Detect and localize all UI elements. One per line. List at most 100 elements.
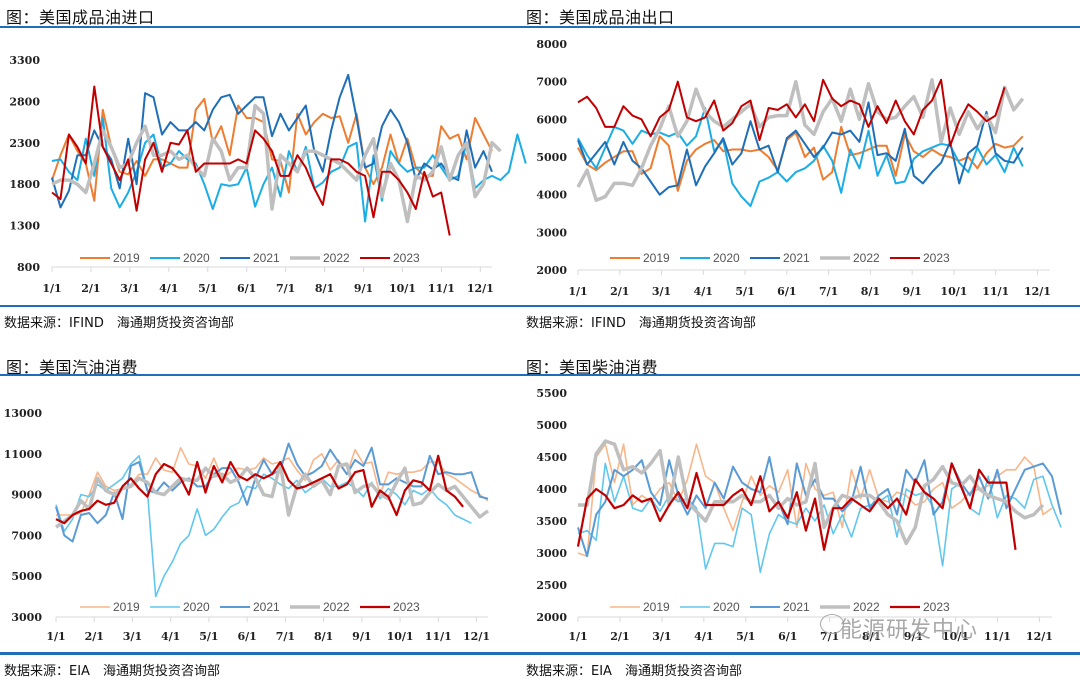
legend-label: 2019 (643, 251, 670, 265)
exports-chart: 2000 3000 4000 5000 6000 7000 8000 1/1 2/1 3/1 4/1… (536, 38, 1051, 298)
series-line-2022 (576, 78, 1025, 203)
y-tick-label: 9000 (11, 489, 42, 502)
x-tick-label: 2/1 (81, 282, 100, 295)
x-tick-label: 6/1 (237, 282, 256, 295)
x-tick-label: 4/1 (159, 282, 178, 295)
x-tick-label: 1/1 (42, 282, 61, 295)
y-tick-label: 3000 (11, 611, 42, 624)
imports-chart: 800 1300 1800 2300 2800 3300 1/1 2/1 3/1 4/1 5/1 6/… (9, 54, 527, 295)
series-line-2022 (54, 462, 490, 529)
y-tick-label: 1300 (9, 220, 40, 233)
x-tick-label: 9/1 (352, 630, 371, 643)
x-tick-label: 7/1 (276, 282, 295, 295)
y-tick-label: 4500 (536, 451, 567, 464)
x-tick-label: 6/1 (237, 630, 256, 643)
legend-label: 2021 (253, 251, 280, 265)
x-tick-label: 10/1 (387, 630, 414, 643)
wechat-icon (820, 614, 844, 634)
x-tick-label: 6/1 (777, 285, 796, 298)
series-line-2022 (578, 439, 1045, 546)
x-tick-label: 2/1 (610, 285, 629, 298)
x-tick-label: 9/1 (354, 282, 373, 295)
y-tick-label: 1800 (9, 178, 40, 191)
x-tick-label: 12/1 (1026, 630, 1053, 643)
legend-label: 2020 (183, 251, 210, 265)
series-line-2023 (577, 78, 1006, 147)
y-tick-label: 7000 (11, 529, 42, 542)
y-tick-label: 5000 (536, 151, 567, 164)
series-line-2020 (55, 455, 472, 598)
legend-label: 2023 (393, 251, 420, 265)
legend-label: 2021 (783, 600, 810, 614)
x-tick-label: 7/1 (819, 285, 838, 298)
x-tick-label: 10/1 (940, 285, 967, 298)
x-tick-label: 9/1 (902, 285, 921, 298)
legend-label: 2020 (183, 600, 210, 614)
y-tick-label: 4000 (536, 483, 567, 496)
y-tick-label: 2500 (536, 579, 567, 592)
legend-label: 2022 (323, 600, 350, 614)
x-tick-label: 10/1 (942, 630, 969, 643)
title-divider (0, 374, 540, 376)
y-tick-label: 4000 (536, 189, 567, 202)
y-tick-label: 13000 (4, 407, 43, 420)
x-tick-label: 12/1 (1024, 285, 1051, 298)
y-tick-label: 2000 (536, 264, 567, 277)
series-line-2020 (577, 462, 1062, 573)
x-tick-label: 12/1 (463, 630, 490, 643)
x-tick-label: 1/1 (46, 630, 65, 643)
legend-label: 2023 (393, 600, 420, 614)
x-tick-label: 11/1 (425, 630, 452, 643)
legend-label: 2019 (113, 251, 140, 265)
x-tick-label: 8/1 (862, 630, 881, 643)
watermark: 能源研发中心 (840, 618, 979, 643)
y-tick-label: 3000 (536, 226, 567, 239)
x-tick-label: 5/1 (735, 285, 754, 298)
y-tick-label: 800 (17, 261, 40, 274)
x-tick-label: 2/1 (610, 630, 629, 643)
x-tick-label: 12/1 (467, 282, 494, 295)
title-divider (540, 374, 1080, 376)
y-tick-label: 2300 (9, 137, 40, 150)
legend-label: 2022 (853, 600, 880, 614)
diesel-chart: 2000 2500 3000 3500 4000 4500 5000 5500 1/1 2/1 3/… (536, 387, 1063, 643)
series-line-2023 (576, 462, 1017, 551)
chart-panel-diesel: 图：美国柴油消费 2000 2500 3000 3500 4000 4500 5000 550… (526, 340, 1080, 680)
source-divider (0, 305, 540, 307)
y-tick-label: 5000 (11, 570, 42, 583)
title-divider (540, 26, 1080, 28)
series-line-2023 (55, 454, 464, 525)
chart-title: 图：美国成品油进口 (6, 8, 155, 27)
title-divider (0, 26, 540, 28)
x-tick-label: 4/1 (694, 630, 713, 643)
x-tick-label: 10/1 (389, 282, 416, 295)
legend-label: 2022 (853, 251, 880, 265)
x-tick-label: 8/1 (315, 282, 334, 295)
x-tick-label: 1/1 (568, 630, 587, 643)
gasoline-chart: 3000 5000 7000 9000 11000 13000 1/1 2/1 3/1 4/1 5/… (4, 407, 490, 643)
legend-label: 2020 (713, 600, 740, 614)
y-tick-label: 8000 (536, 38, 567, 51)
legend-label: 2019 (113, 600, 140, 614)
x-tick-label: 8/1 (314, 630, 333, 643)
legend-label: 2023 (923, 251, 950, 265)
series-line-2021 (577, 101, 1024, 196)
x-tick-label: 9/1 (904, 630, 923, 643)
data-source: 数据来源：EIA 海通期货投资咨询部 (4, 664, 220, 679)
y-tick-label: 7000 (536, 76, 567, 89)
x-tick-label: 11/1 (428, 282, 455, 295)
x-tick-label: 8/1 (861, 285, 880, 298)
legend-label: 2019 (643, 600, 670, 614)
source-divider (0, 652, 540, 655)
x-tick-label: 11/1 (984, 630, 1011, 643)
chart-title: 图：美国成品油出口 (526, 8, 675, 27)
chart-panel-imports: 图：美国成品油进口 800 1300 1800 2300 2800 3300 1/1 2/1 3… (0, 0, 540, 340)
chart-title: 图：美国柴油消费 (526, 358, 659, 377)
x-tick-label: 2/1 (85, 630, 104, 643)
source-divider (540, 652, 1080, 655)
y-tick-label: 2800 (9, 95, 40, 108)
y-tick-label: 3300 (9, 54, 40, 67)
chart-title: 图：美国汽油消费 (6, 358, 139, 377)
series-line-2021 (51, 73, 493, 209)
x-tick-label: 4/1 (694, 285, 713, 298)
